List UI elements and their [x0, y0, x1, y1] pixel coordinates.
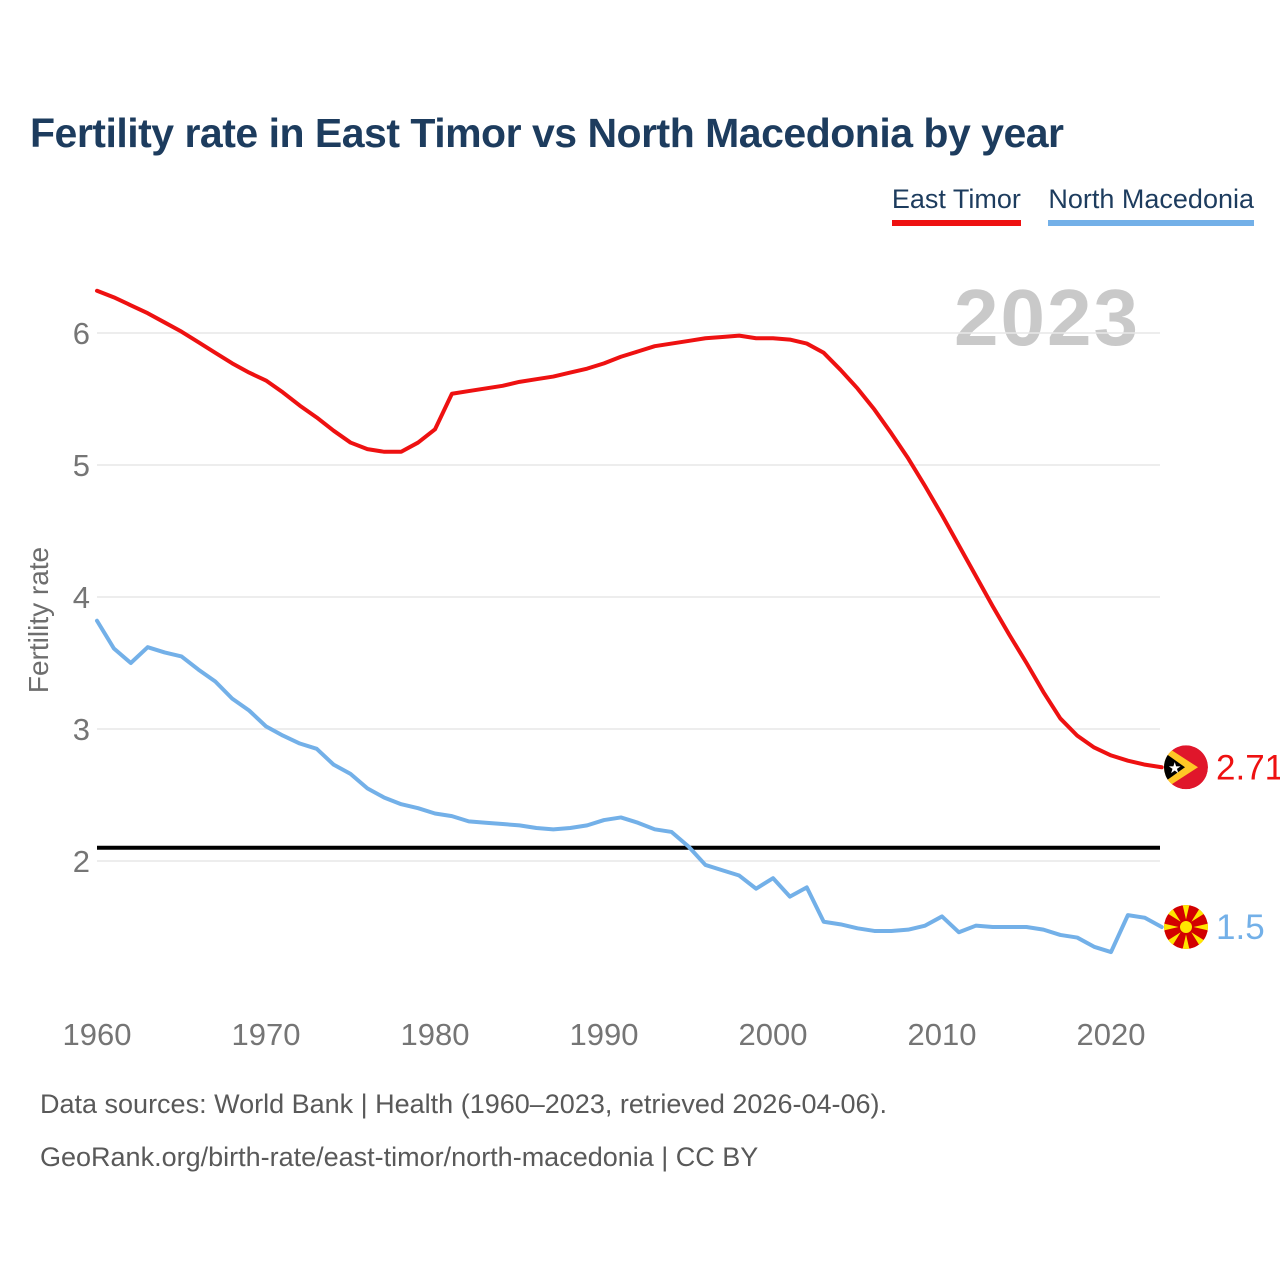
- x-tick-label-2000: 2000: [739, 1017, 808, 1052]
- series-line-east-timor: [95, 288, 1164, 770]
- legend: East Timor North Macedonia: [869, 184, 1254, 226]
- end-value-label-north-macedonia: 1.5: [1216, 908, 1265, 947]
- east-timor-star: ★: [1168, 760, 1181, 777]
- y-tick-label-2: 2: [73, 844, 90, 879]
- end-value-label-east-timor: 2.71: [1216, 748, 1280, 787]
- legend-item-east-timor[interactable]: East Timor: [891, 184, 1021, 226]
- y-tick-label-4: 4: [73, 580, 90, 615]
- chart-title: Fertility rate in East Timor vs North Ma…: [30, 110, 1064, 156]
- legend-item-north-macedonia[interactable]: North Macedonia: [1048, 184, 1254, 226]
- series-line-north-macedonia: [95, 618, 1164, 955]
- y-tick-label-3: 3: [73, 712, 90, 747]
- watermark-year: 2023: [954, 273, 1140, 362]
- east-timor-flag-icon: ★: [1164, 745, 1208, 790]
- north-macedonia-flag-icon: [1164, 905, 1208, 949]
- y-tick-label-5: 5: [73, 448, 90, 483]
- x-tick-label-1980: 1980: [401, 1017, 470, 1052]
- x-tick-label-1970: 1970: [232, 1017, 301, 1052]
- x-tick-label-1960: 1960: [63, 1017, 132, 1052]
- footer-sources: Data sources: World Bank | Health (1960–…: [40, 1089, 887, 1119]
- footer-attribution: GeoRank.org/birth-rate/east-timor/north-…: [40, 1142, 759, 1172]
- legend-label-north-macedonia: North Macedonia: [1048, 184, 1254, 214]
- x-tick-label-2010: 2010: [908, 1017, 977, 1052]
- y-tick-label-6: 6: [73, 316, 90, 351]
- y-axis-title: Fertility rate: [23, 547, 54, 693]
- legend-label-east-timor: East Timor: [891, 184, 1021, 214]
- x-tick-label-1990: 1990: [570, 1017, 639, 1052]
- x-tick-label-2020: 2020: [1077, 1017, 1146, 1052]
- footer: Data sources: World Bank | Health (1960–…: [40, 1089, 1240, 1195]
